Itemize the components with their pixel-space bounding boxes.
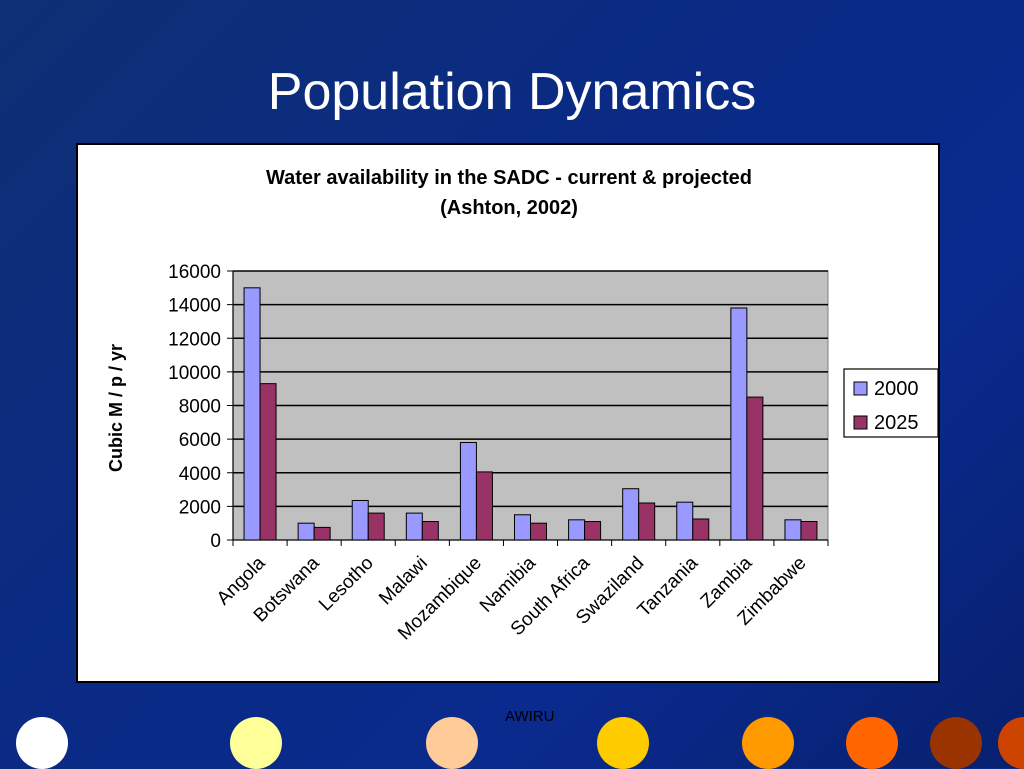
bar-2000-mozambique — [459, 441, 477, 541]
decorative-dot — [597, 717, 649, 769]
decorative-dot — [426, 717, 478, 769]
decorative-dot — [742, 717, 794, 769]
y-tick-label: 14000 — [168, 296, 221, 317]
bar-2000-zimbabwe — [784, 519, 802, 541]
decorative-dot — [230, 717, 282, 769]
legend-swatch — [853, 415, 868, 430]
decorative-dot — [998, 717, 1024, 769]
y-tick-label: 4000 — [179, 464, 221, 485]
chart-subtitle: (Ashton, 2002) — [440, 197, 578, 219]
bar-2025-mozambique — [475, 471, 493, 541]
bar-2000-botswana — [297, 522, 315, 541]
y-tick-label: 6000 — [179, 430, 221, 451]
decorative-dot — [930, 717, 982, 769]
bar-2025-malawi — [421, 521, 439, 541]
y-tick-label: 12000 — [168, 329, 221, 350]
bar-2025-tanzania — [692, 518, 710, 541]
chart-panel: Water availability in the SADC - current… — [76, 143, 940, 683]
bar-2025-zimbabwe — [800, 521, 818, 541]
bar-2000-angola — [243, 287, 261, 541]
x-tick-label: Tanzania — [634, 552, 703, 621]
bar-2025-namibia — [530, 522, 547, 541]
footer-label: AWIRU — [505, 708, 555, 725]
bar-2025-south-africa — [584, 521, 602, 541]
decorative-dot — [16, 717, 68, 769]
bar-2025-zambia — [746, 396, 764, 541]
legend-label: 2025 — [874, 412, 919, 434]
y-tick-label: 10000 — [168, 363, 221, 384]
bar-2000-malawi — [405, 512, 423, 541]
y-tick-label: 2000 — [179, 497, 221, 518]
bar-2025-botswana — [313, 526, 331, 541]
legend-label: 2000 — [874, 378, 919, 400]
y-axis-label: Cubic M / p / yr — [106, 344, 126, 472]
bar-2000-namibia — [514, 514, 531, 541]
bar-2025-swaziland — [638, 502, 656, 541]
decorative-dot — [846, 717, 898, 769]
legend-swatch — [853, 381, 868, 396]
bar-2025-lesotho — [367, 512, 385, 541]
chart-title: Water availability in the SADC - current… — [266, 167, 752, 189]
bar-2025-angola — [259, 383, 277, 541]
y-tick-label: 8000 — [179, 397, 221, 418]
slide-title: Population Dynamics — [267, 63, 757, 121]
x-tick-label: Lesotho — [315, 553, 378, 616]
bar-2000-tanzania — [676, 501, 694, 541]
bar-2000-lesotho — [351, 499, 369, 541]
bar-2000-swaziland — [622, 488, 640, 541]
bar-chart: Water availability in the SADC - current… — [106, 167, 938, 644]
y-tick-label: 16000 — [168, 262, 221, 283]
bar-2000-south-africa — [568, 519, 586, 541]
bar-2000-zambia — [730, 307, 748, 541]
y-tick-label: 0 — [210, 531, 221, 552]
